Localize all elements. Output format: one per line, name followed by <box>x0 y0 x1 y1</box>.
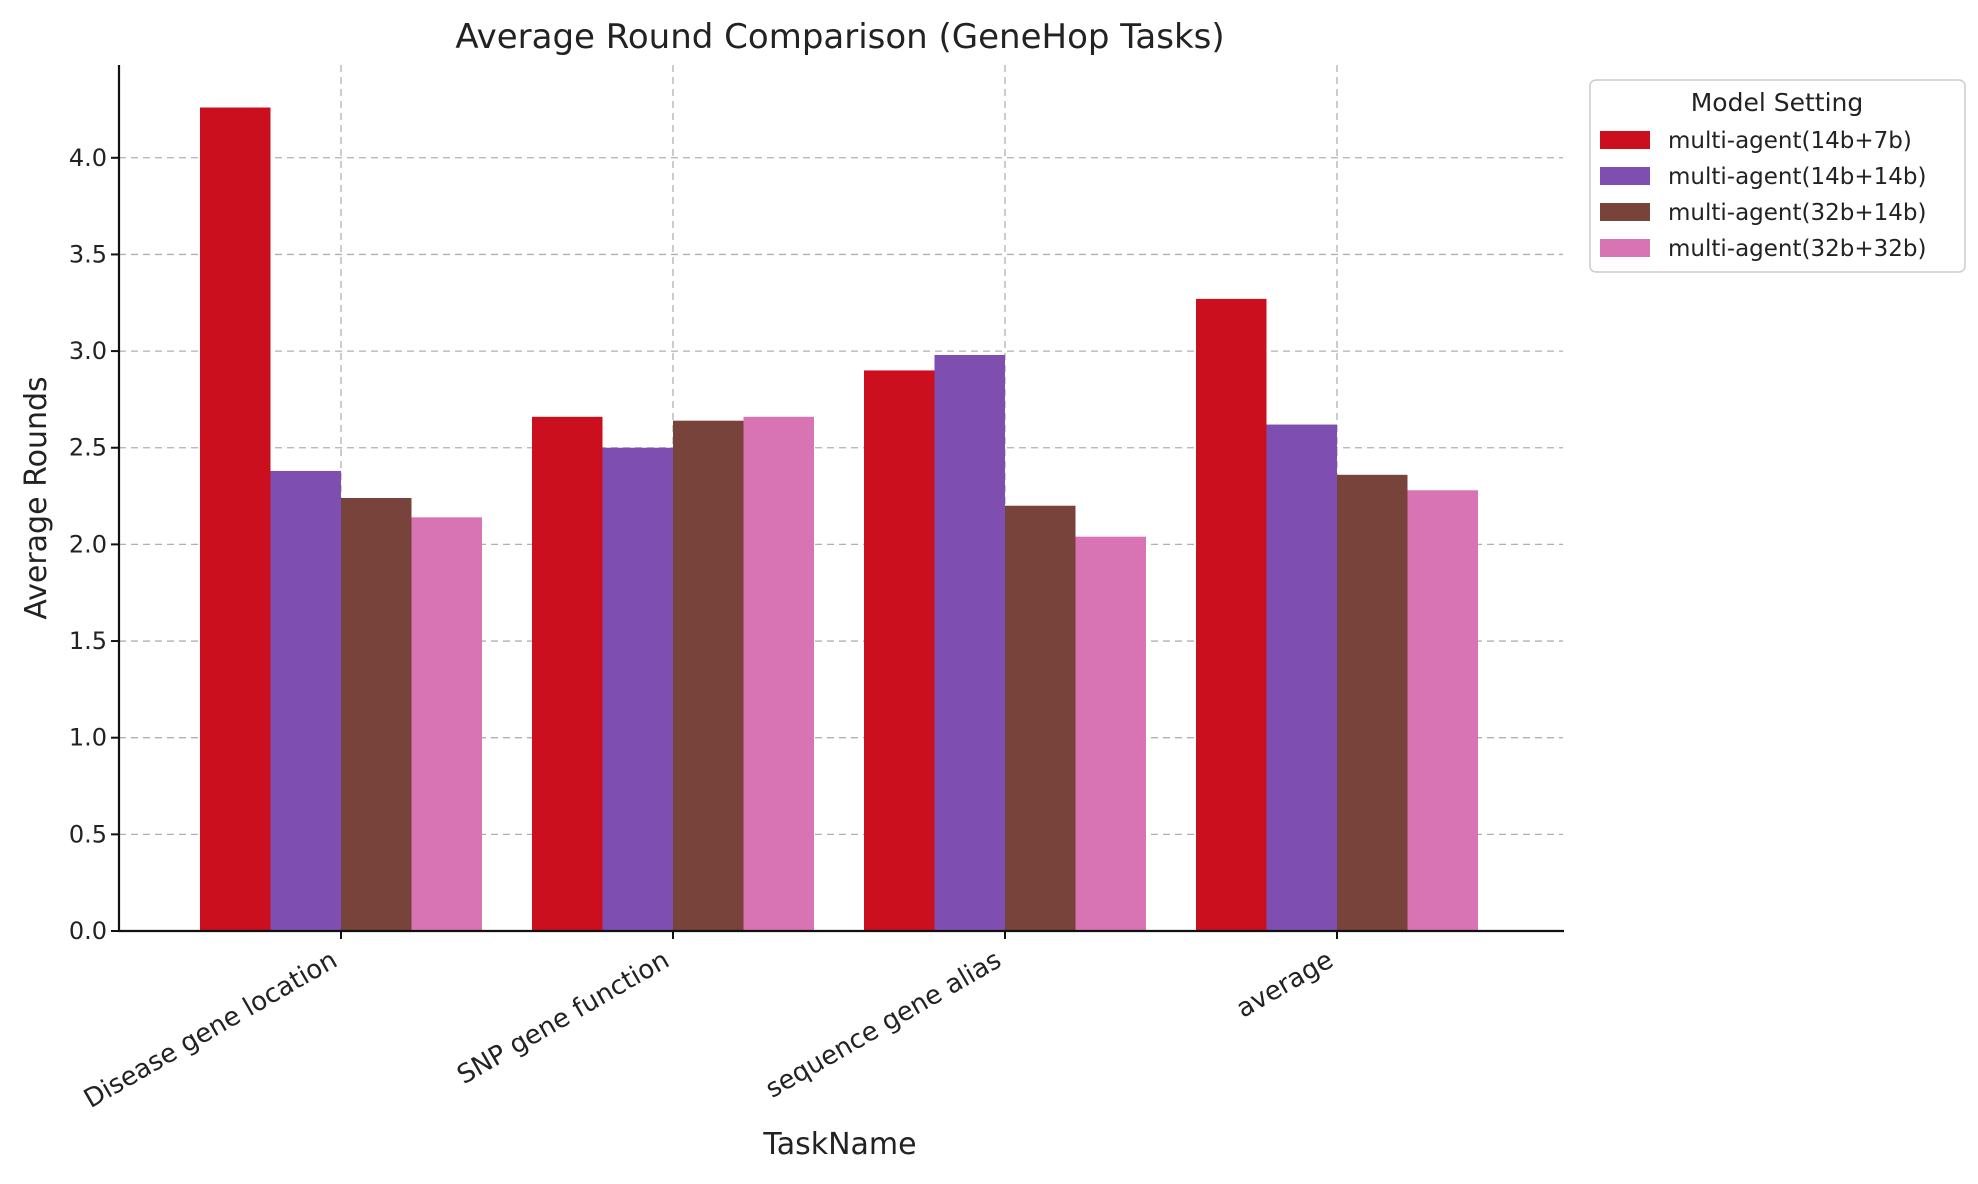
bar <box>532 416 603 931</box>
x-tick-label: SNP gene function <box>452 945 674 1091</box>
y-tick-label: 1.5 <box>69 627 107 655</box>
legend-label: multi-agent(14b+14b) <box>1668 164 1926 190</box>
bar <box>1337 474 1408 931</box>
legend: Model Setting multi-agent(14b+7b)multi-a… <box>1589 79 1966 273</box>
legend-frame <box>1589 79 1966 273</box>
y-tick-label: 2.0 <box>69 530 107 558</box>
bars <box>200 107 1478 932</box>
y-axis-label: Average Rounds <box>19 376 54 619</box>
x-tick-label: sequence gene alias <box>761 945 1007 1104</box>
y-tick-labels: 0.0 0.5 1.0 1.5 2.0 2.5 3.0 3.5 4.0 <box>69 144 119 945</box>
y-tick-label: 3.0 <box>69 337 107 365</box>
legend-label: multi-agent(14b+7b) <box>1668 128 1912 154</box>
legend-label: multi-agent(32b+32b) <box>1668 236 1926 262</box>
bar <box>1407 490 1478 931</box>
x-tick-label: Disease gene location <box>79 945 342 1114</box>
legend-title: Model Setting <box>1691 88 1864 117</box>
y-tick-label: 4.0 <box>69 144 107 172</box>
y-tick-label: 1.0 <box>69 724 107 752</box>
legend-swatch <box>1600 167 1650 185</box>
y-tick-label: 2.5 <box>69 434 107 462</box>
y-tick-label: 3.5 <box>69 240 107 268</box>
y-tick-label: 0.0 <box>69 917 107 945</box>
chart-title: Average Round Comparison (GeneHop Tasks) <box>455 17 1224 57</box>
bar <box>934 354 1005 932</box>
bar <box>743 416 814 931</box>
bar <box>673 420 744 931</box>
x-tick-label: average <box>1231 945 1338 1024</box>
x-axis-label: TaskName <box>762 1127 916 1162</box>
bar <box>341 498 412 931</box>
legend-swatch <box>1600 131 1650 149</box>
bar <box>270 470 341 931</box>
legend-swatch <box>1600 239 1650 257</box>
y-tick-label: 0.5 <box>69 820 107 848</box>
bar <box>602 447 673 931</box>
bar <box>1075 536 1146 931</box>
bar <box>1196 298 1267 931</box>
legend-swatch <box>1600 203 1650 221</box>
legend-items: multi-agent(14b+7b) multi-agent(14b+14b) m… <box>1600 128 1926 262</box>
bar <box>200 107 271 931</box>
axes <box>117 65 1564 933</box>
bar <box>1266 424 1337 931</box>
x-tick-labels: Disease gene location SNP gene function se… <box>79 931 1339 1115</box>
bar <box>1005 505 1076 931</box>
legend-label: multi-agent(32b+14b) <box>1668 200 1926 226</box>
bar <box>864 370 935 931</box>
bar <box>411 517 482 931</box>
